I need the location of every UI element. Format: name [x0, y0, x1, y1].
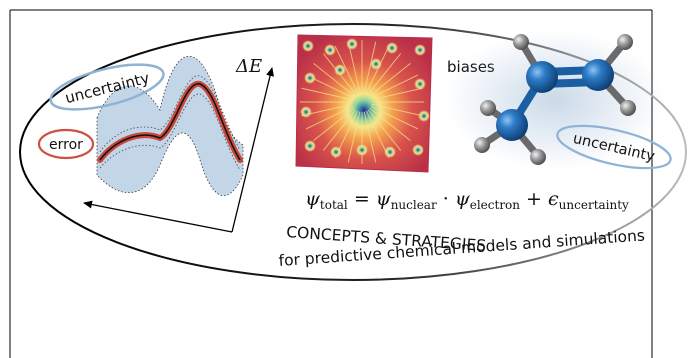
fractal-spot: [334, 64, 346, 76]
fractal-ray: [313, 107, 355, 142]
fractal-spot: [414, 78, 426, 90]
fractal-ray: [322, 109, 357, 151]
fractal-ray: [313, 62, 355, 97]
fractal-ray: [371, 87, 423, 101]
hydrogen-atom: [480, 100, 496, 116]
delta-e-label: ΔE: [235, 56, 262, 77]
fractal-spot: [370, 58, 382, 70]
fractal-ray: [367, 109, 402, 151]
carbon-atom: [496, 109, 528, 141]
carbon-atom: [526, 61, 558, 93]
uncertainty-left-outline: [49, 63, 165, 111]
uncertainty-right-outline: [556, 124, 672, 170]
reference-curve: [99, 83, 241, 161]
fractal-ray: [301, 87, 353, 101]
fractal-ray: [363, 41, 377, 93]
fractal-spot: [356, 144, 368, 156]
x-axis-arrow: [83, 200, 233, 233]
concept-oval: [19, 23, 687, 281]
fractal-ray: [371, 103, 423, 117]
fractal-tile: [295, 34, 433, 173]
fractal-spot: [412, 144, 424, 156]
hydrogen-atom: [617, 34, 633, 50]
wavefunction-equation: ψtotal = ψnuclear · ψelectron + ϵuncerta…: [305, 188, 629, 212]
fractal-spot: [302, 40, 314, 52]
fractal-spot: [384, 146, 396, 158]
fractal-ray: [367, 53, 402, 95]
fractal-ray: [347, 41, 361, 93]
fractal-ray: [305, 105, 354, 130]
molecule-model: [445, 30, 665, 170]
hydrogen-atom: [513, 34, 529, 50]
fractal-ray: [363, 111, 377, 163]
fractal-spot: [304, 140, 316, 152]
fractal-ray: [370, 105, 419, 130]
carbon-atom: [582, 59, 614, 91]
error-outline: [37, 128, 95, 160]
fractal-spot: [304, 72, 316, 84]
hydrogen-atom: [620, 100, 636, 116]
fractal-ray: [369, 62, 411, 97]
fractal-ray: [347, 111, 361, 163]
hydrogen-atom: [530, 149, 546, 165]
hydrogen-atom: [474, 137, 490, 153]
fractal-spot: [324, 44, 336, 56]
error-label: error: [49, 137, 83, 153]
y-axis-arrow: [231, 67, 274, 233]
fractal-spot: [346, 38, 358, 50]
energy-curve-plot: [83, 55, 274, 233]
fractal-ray: [369, 107, 411, 142]
band-guide-upper: [99, 75, 241, 153]
fractal-spot: [414, 44, 426, 56]
fractal-spot: [300, 106, 312, 118]
fractal-ray: [334, 45, 359, 94]
fractal-spot: [330, 146, 342, 158]
fractal-spot: [386, 42, 398, 54]
fractal-ray: [370, 74, 419, 99]
fractal-image: [295, 34, 433, 173]
fractal-spot: [418, 110, 430, 122]
